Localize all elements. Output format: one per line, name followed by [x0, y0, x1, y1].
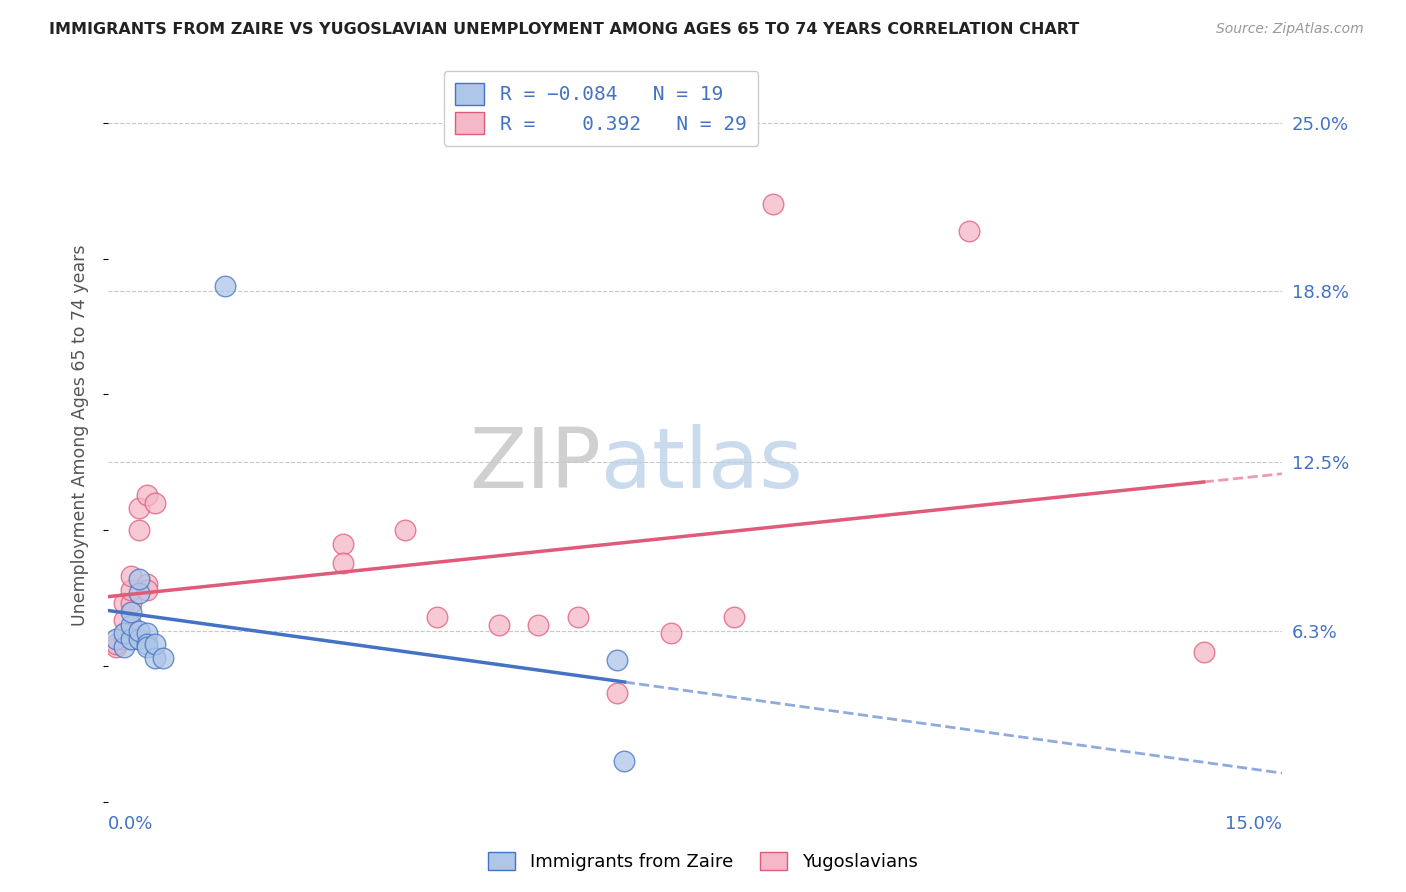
Point — [136, 582, 159, 597]
Point — [957, 224, 980, 238]
Point — [332, 556, 354, 570]
Y-axis label: Unemployment Among Ages 65 to 74 years: Unemployment Among Ages 65 to 74 years — [72, 244, 89, 626]
Point — [332, 537, 354, 551]
Point — [606, 686, 628, 700]
Point — [121, 569, 143, 583]
Point — [121, 597, 143, 611]
Point — [143, 637, 166, 651]
Point — [128, 501, 150, 516]
Point — [104, 640, 127, 654]
Point — [121, 632, 143, 646]
Text: Source: ZipAtlas.com: Source: ZipAtlas.com — [1216, 22, 1364, 37]
Point — [104, 632, 127, 646]
Point — [128, 624, 150, 638]
Point — [661, 626, 683, 640]
Point — [112, 632, 135, 646]
Point — [128, 632, 150, 646]
Point — [121, 582, 143, 597]
Point — [112, 626, 135, 640]
Point — [136, 488, 159, 502]
Point — [567, 610, 589, 624]
Point — [136, 577, 159, 591]
Point — [121, 626, 143, 640]
Point — [112, 613, 135, 627]
Point — [426, 610, 449, 624]
Point — [606, 653, 628, 667]
Point — [121, 605, 143, 619]
Point — [112, 597, 135, 611]
Point — [128, 572, 150, 586]
Point — [394, 523, 416, 537]
Point — [104, 637, 127, 651]
Point — [613, 754, 636, 768]
Point — [136, 637, 159, 651]
Point — [143, 496, 166, 510]
Legend: Immigrants from Zaire, Yugoslavians: Immigrants from Zaire, Yugoslavians — [481, 845, 925, 879]
Point — [136, 626, 159, 640]
Text: 15.0%: 15.0% — [1225, 815, 1282, 833]
Point — [128, 585, 150, 599]
Point — [128, 523, 150, 537]
Point — [488, 618, 510, 632]
Point — [112, 640, 135, 654]
Point — [723, 610, 745, 624]
Legend: R = −0.084   N = 19, R =    0.392   N = 29: R = −0.084 N = 19, R = 0.392 N = 29 — [444, 70, 758, 146]
Point — [214, 278, 236, 293]
Text: IMMIGRANTS FROM ZAIRE VS YUGOSLAVIAN UNEMPLOYMENT AMONG AGES 65 TO 74 YEARS CORR: IMMIGRANTS FROM ZAIRE VS YUGOSLAVIAN UNE… — [49, 22, 1080, 37]
Text: atlas: atlas — [600, 424, 803, 505]
Text: ZIP: ZIP — [470, 424, 600, 505]
Point — [762, 197, 785, 211]
Point — [527, 618, 550, 632]
Point — [1192, 645, 1215, 659]
Point — [136, 640, 159, 654]
Point — [143, 650, 166, 665]
Text: 0.0%: 0.0% — [108, 815, 153, 833]
Point — [152, 650, 174, 665]
Point — [128, 632, 150, 646]
Point — [121, 618, 143, 632]
